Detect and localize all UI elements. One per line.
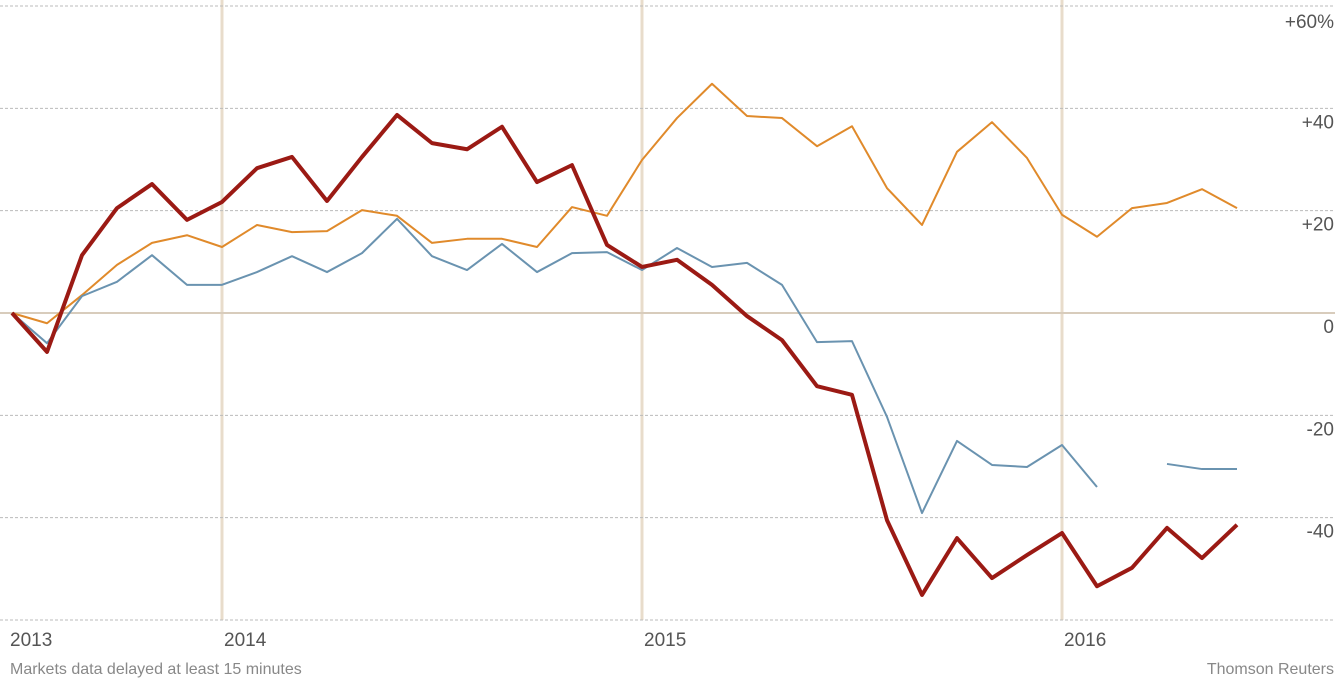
y-tick-label: +20 (1302, 215, 1334, 236)
source: Thomson Reuters (1207, 661, 1334, 678)
x-tick-label: 2014 (224, 630, 267, 651)
y-tick-label: -40 (1307, 522, 1334, 543)
y-tick-label: +60% (1285, 12, 1334, 33)
y-tick-label: 0 (1323, 317, 1334, 338)
x-tick-label: 2013 (10, 630, 52, 651)
y-tick-label: +40 (1302, 112, 1334, 133)
x-tick-label: 2016 (1064, 630, 1106, 651)
x-tick-label: 2015 (644, 630, 686, 651)
series-line (11, 82, 1238, 325)
series-line (10, 112, 1239, 597)
series-line (11, 217, 1237, 515)
grid: 2013 2014 2015 2016 +60% +40 +20 0 -20 -40 (0, 0, 1335, 651)
y-tick-label: -20 (1307, 419, 1334, 440)
source-note: Markets data delayed at least 15 minutes (10, 661, 302, 678)
